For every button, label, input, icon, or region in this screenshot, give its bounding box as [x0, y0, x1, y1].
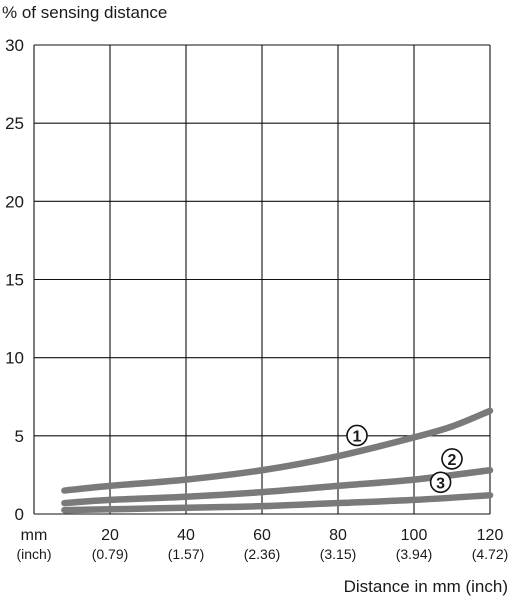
y-tick-label: 20	[5, 192, 24, 211]
x-tick-sublabel: (2.36)	[244, 546, 281, 562]
y-tick-label: 0	[15, 505, 24, 524]
y-tick-label: 10	[5, 349, 24, 368]
x-unit-label: mm	[21, 527, 48, 544]
x-tick-labels: 20 (0.79) 40 (1.57) 60 (2.36) 80 (3.15) 100 (3.94…	[92, 527, 509, 562]
x-tick-label: 100	[401, 527, 428, 544]
x-tick-sublabel: (4.72)	[472, 546, 509, 562]
x-tick-sublabel: (0.79)	[92, 546, 129, 562]
y-tick-label: 30	[5, 36, 24, 55]
x-tick-sublabel: (3.94)	[396, 546, 433, 562]
series-marker-circle-3	[429, 471, 452, 494]
y-tick-label: 25	[5, 114, 24, 133]
x-unit-label-secondary: (inch)	[16, 546, 51, 562]
y-tick-label: 15	[5, 271, 24, 290]
y-tick-labels: 0 5 10 15 20 25 30	[5, 36, 24, 524]
x-tick-label: 40	[177, 527, 195, 544]
y-axis-title: % of sensing distance	[2, 3, 167, 22]
x-tick-sublabel: (1.57)	[168, 546, 205, 562]
series-marker-circle-2	[441, 448, 463, 470]
series-marker-label-2: 2	[448, 452, 457, 469]
series-marker-label-1: 1	[353, 428, 362, 445]
x-axis-title: Distance in mm (inch)	[344, 577, 508, 596]
x-tick-label: 80	[329, 527, 347, 544]
series-marker-label-3: 3	[436, 475, 445, 492]
x-tick-sublabel: (3.15)	[320, 546, 357, 562]
series-line-2	[61, 466, 494, 507]
grid	[33, 44, 491, 515]
series-marker-circle-1	[346, 424, 368, 447]
y-tick-label: 5	[15, 427, 24, 446]
x-tick-label: 120	[477, 527, 504, 544]
series-line-3	[61, 491, 494, 514]
series-lines	[61, 407, 494, 514]
x-tick-label: 20	[101, 527, 119, 544]
series-markers: 1 23	[346, 424, 463, 494]
series-line-1	[61, 407, 494, 494]
x-tick-label: 60	[253, 527, 271, 544]
